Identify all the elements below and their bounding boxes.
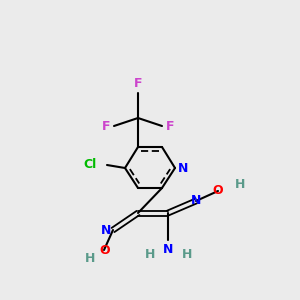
Text: H: H [182, 248, 192, 260]
Text: F: F [134, 77, 142, 90]
Text: N: N [178, 161, 188, 175]
Text: F: F [101, 119, 110, 133]
Text: Cl: Cl [84, 158, 97, 172]
Text: O: O [100, 244, 110, 256]
Text: H: H [85, 251, 95, 265]
Text: N: N [163, 243, 173, 256]
Text: N: N [191, 194, 201, 208]
Text: N: N [100, 224, 111, 236]
Text: O: O [213, 184, 223, 197]
Text: F: F [166, 119, 175, 133]
Text: H: H [145, 248, 155, 260]
Text: H: H [235, 178, 245, 191]
